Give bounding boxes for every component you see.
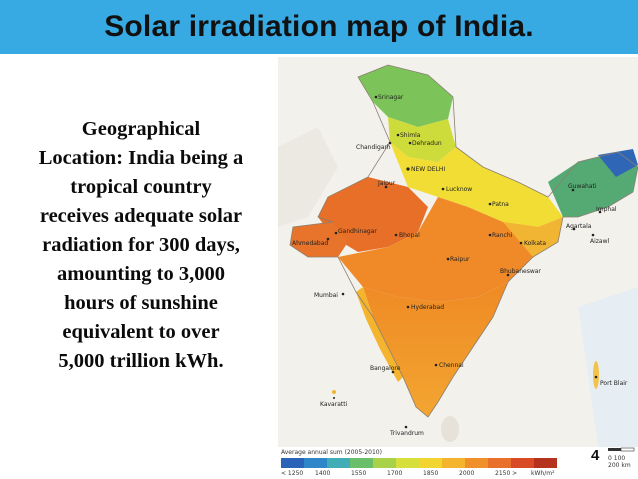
map-region-central <box>338 197 538 302</box>
title-bar: Solar irradiation map of India. <box>0 0 638 54</box>
body-line: 5,000 trillion kWh. <box>58 350 224 372</box>
map-region-south <box>363 282 508 417</box>
city-label: NEW DELHI <box>411 166 445 173</box>
sea-area <box>578 287 638 447</box>
scale-label: 100 <box>613 455 626 462</box>
scale-label: 0 <box>608 455 612 462</box>
legend-swatch <box>442 458 465 468</box>
city-label: Kavaratti <box>320 401 348 408</box>
legend-tick: 1550 <box>351 470 367 477</box>
map-region-east <box>503 217 563 257</box>
city-label: Ranchi <box>492 232 513 239</box>
scale-bar <box>608 447 635 452</box>
body-line: amounting to 3,000 <box>56 263 225 285</box>
city-label: Ahmedabad <box>292 240 328 247</box>
legend-swatch <box>465 458 488 468</box>
slide-title: Solar irradiation map of India. <box>104 10 534 43</box>
india-solar-map: Srinagar Shimla Chandigarh Dehradun NEW … <box>278 57 638 479</box>
legend-tick: < 1250 <box>281 470 304 477</box>
map-region-north-green <box>358 65 453 127</box>
legend-tick: 1850 <box>423 470 439 477</box>
city-label: Bhopal <box>399 232 420 239</box>
legend-swatch <box>281 458 304 468</box>
neighbor-land <box>278 127 338 227</box>
body-line: radiation for 300 days, <box>42 234 240 256</box>
body-line: Geographical <box>81 118 201 140</box>
city-label: Lucknow <box>446 186 472 193</box>
city-label: Aizawl <box>590 238 610 245</box>
map-region-plains <box>390 142 563 227</box>
legend-tick: 2150 > <box>495 470 518 477</box>
legend-swatch <box>419 458 442 468</box>
legend-tick: 2000 <box>459 470 475 477</box>
city-label: Raipur <box>450 256 470 263</box>
city-label: Hyderabad <box>411 304 444 311</box>
legend-swatch <box>511 458 534 468</box>
city-label: Bangalore <box>370 365 401 372</box>
map-sri-lanka <box>441 416 459 442</box>
legend-swatch <box>396 458 419 468</box>
city-label: Gandhinagar <box>338 228 377 235</box>
map-andaman-islands <box>593 361 599 389</box>
map-region-himalaya <box>388 117 456 162</box>
map-region-west <box>318 177 428 252</box>
city-label: Jaipur <box>377 180 396 187</box>
legend-tick: 1700 <box>387 470 403 477</box>
body-line: hours of sunshine <box>64 292 218 314</box>
city-label: Trivandrum <box>389 430 424 437</box>
legend-swatch <box>350 458 373 468</box>
map-region-northeast-blue <box>598 149 638 177</box>
city-label: Patna <box>492 201 509 208</box>
legend-swatch <box>488 458 511 468</box>
city-label: Dehradun <box>412 140 442 147</box>
city-label: Guwahati <box>568 183 597 190</box>
map-outline <box>289 64 638 418</box>
legend-swatch <box>327 458 350 468</box>
map-region-west-coast <box>356 287 403 382</box>
legend-unit: kWh/m² <box>531 470 555 477</box>
city-label: Bhubaneswar <box>500 268 541 275</box>
body-line: receives adequate solar <box>39 205 243 227</box>
city-label: Kolkata <box>524 240 546 247</box>
map-graphic: Srinagar Shimla Chandigarh Dehradun NEW … <box>278 57 638 447</box>
legend-color-bar <box>281 458 557 468</box>
slide-number: 4 <box>591 447 600 464</box>
body-line: Location: India being a <box>38 147 244 169</box>
city-label: Port Blair <box>600 380 628 387</box>
legend-title: Average annual sum (2005-2010) <box>281 449 382 456</box>
map-lakshadweep <box>332 390 336 394</box>
city-label: Imphal <box>596 206 617 213</box>
legend-swatch <box>373 458 396 468</box>
body-paragraph: Geographical Location: India being a tro… <box>10 115 272 376</box>
city-label: Mumbai <box>314 292 338 299</box>
legend-tick: 1400 <box>315 470 331 477</box>
map-region-gujarat <box>290 222 348 257</box>
body-line: equivalent to over <box>62 321 220 343</box>
body-line: tropical country <box>70 176 212 198</box>
city-label: Chennai <box>439 362 464 369</box>
city-label: Agartala <box>566 223 592 230</box>
city-labels: Srinagar Shimla Chandigarh Dehradun NEW … <box>292 94 628 437</box>
city-label: Shimla <box>400 132 421 139</box>
legend-swatch <box>534 458 557 468</box>
city-label: Srinagar <box>378 94 404 101</box>
map-scale: 0 100 200 km <box>608 447 638 469</box>
city-label: Chandigarh <box>356 144 391 151</box>
legend-swatch <box>304 458 327 468</box>
scale-label: 200 km <box>608 462 631 469</box>
